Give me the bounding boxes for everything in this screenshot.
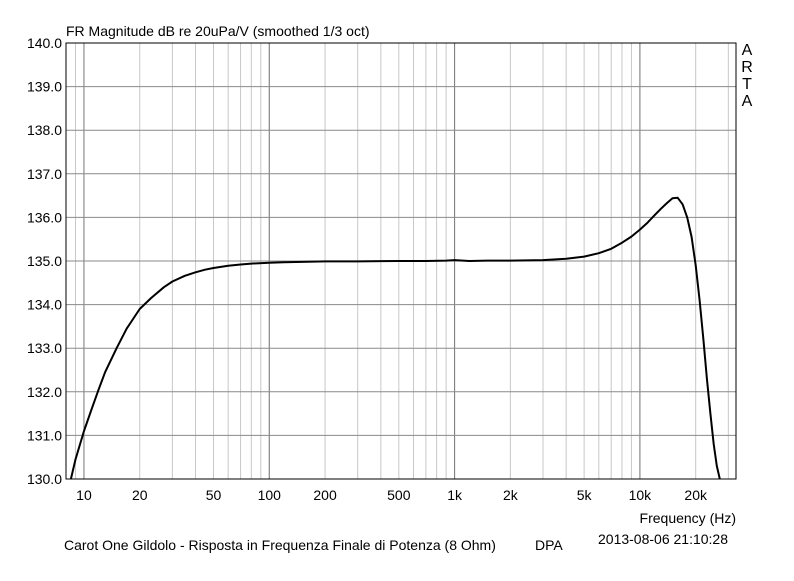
y-tick-label: 133.0 (27, 340, 62, 356)
arta-side-label: A R T A (741, 42, 753, 110)
x-tick-label: 10k (629, 487, 653, 503)
plot-frame (65, 42, 737, 480)
side-letter: T (742, 76, 752, 93)
x-tick-label: 500 (387, 487, 411, 503)
x-tick-label: 2k (503, 487, 519, 503)
y-tick-label: 137.0 (27, 166, 62, 182)
y-tick-label: 135.0 (27, 253, 62, 269)
x-tick-labels: 10 20 50 100 200 500 1k 2k 5k 10k 20k (76, 487, 708, 503)
y-tick-label: 140.0 (27, 35, 62, 51)
curve-layer (69, 196, 721, 480)
y-tick-label: 139.0 (27, 79, 62, 95)
side-letter: A (741, 42, 753, 59)
chart-title: FR Magnitude dB re 20uPa/V (smoothed 1/3… (66, 23, 370, 39)
measurement-tag: DPA (535, 537, 563, 553)
x-tick-label: 20 (132, 487, 148, 503)
response-curve (69, 196, 721, 480)
x-tick-label: 10 (76, 487, 92, 503)
side-letter: R (741, 59, 753, 76)
measurement-timestamp: 2013-08-06 21:10:28 (598, 531, 728, 547)
x-tick-label: 50 (206, 487, 222, 503)
y-tick-label: 131.0 (27, 427, 62, 443)
measurement-description: Carot One Gildolo - Risposta in Frequenz… (64, 537, 496, 553)
y-tick-label: 138.0 (27, 122, 62, 138)
x-tick-label: 1k (447, 487, 463, 503)
y-tick-label: 132.0 (27, 384, 62, 400)
x-tick-label: 200 (313, 487, 337, 503)
x-tick-label: 20k (684, 487, 708, 503)
y-tick-label: 134.0 (27, 297, 62, 313)
y-tick-label: 130.0 (27, 471, 62, 487)
side-letter: A (741, 93, 753, 110)
y-tick-label: 136.0 (27, 209, 62, 225)
x-axis-label: Frequency (Hz) (640, 510, 736, 526)
y-tick-labels: 130.0 131.0 132.0 133.0 134.0 135.0 136.0 137.0… (27, 35, 62, 487)
x-tick-label: 100 (258, 487, 282, 503)
x-tick-label: 5k (577, 487, 593, 503)
